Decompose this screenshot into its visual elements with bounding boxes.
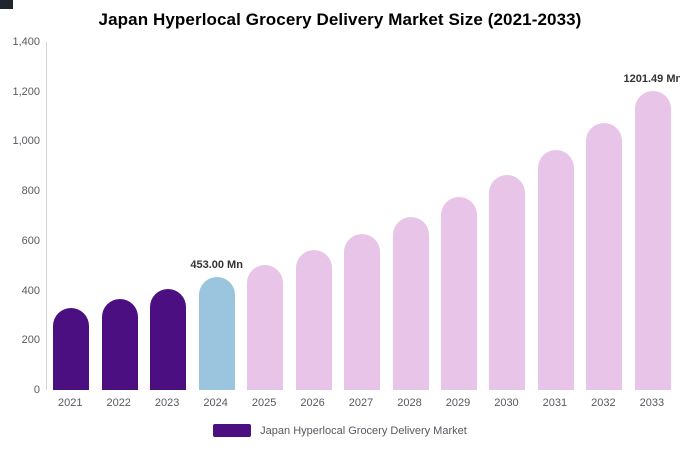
x-tick-label: 2026 (300, 397, 325, 409)
y-tick-label: 200 (21, 334, 40, 347)
bar (537, 150, 574, 390)
bar (101, 298, 138, 390)
bar (440, 196, 477, 390)
x-tick-label: 2021 (57, 397, 83, 409)
y-axis: 0 200 400 600 800 1,000 1,200 1,400 (0, 36, 40, 396)
y-tick-label: 1,000 (12, 135, 40, 148)
bar (198, 277, 235, 390)
bar-slot (386, 42, 434, 390)
y-tick-label: 1,200 (12, 85, 40, 98)
x-axis: 2021 2022 2023 2024 2025 2026 2027 2028 2029 2030… (46, 397, 676, 409)
bar-slot (47, 42, 95, 390)
y-tick-label: 0 (33, 384, 40, 396)
bar-slot: 453.00 Mn (190, 42, 243, 390)
bar (295, 250, 332, 390)
bar (634, 91, 671, 390)
y-tick-label: 800 (21, 185, 40, 198)
bar (586, 123, 623, 390)
bar (150, 288, 187, 390)
bar-slot (289, 42, 337, 390)
bar-slot (95, 42, 143, 390)
chart-title: Japan Hyperlocal Grocery Delivery Market… (98, 10, 582, 29)
bar-slot (338, 42, 386, 390)
bar-slot (580, 42, 628, 390)
x-tick-label: 2031 (542, 397, 568, 409)
bar-slot (241, 42, 289, 390)
bar-value-label: 453.00 Mn (190, 259, 243, 272)
plot-area: 453.00 Mn 1201.49 Mn (46, 42, 680, 390)
x-tick-label: 2032 (591, 397, 616, 409)
bar (489, 175, 526, 390)
x-tick-label: 2025 (251, 397, 277, 409)
bar-slot (532, 42, 580, 390)
bar-slot (483, 42, 531, 390)
bar-slot (435, 42, 483, 390)
bar (247, 264, 284, 390)
bar (392, 216, 429, 390)
legend-swatch (213, 424, 252, 437)
x-tick-label: 2022 (106, 397, 131, 409)
bar-value-label: 1201.49 Mn (623, 73, 680, 86)
bar (344, 234, 381, 390)
x-tick-label: 2023 (154, 397, 180, 409)
x-tick-label: 2027 (348, 397, 374, 409)
corner-artifact (0, 0, 13, 9)
x-tick-label: 2028 (397, 397, 422, 409)
bar-slot (144, 42, 192, 390)
y-tick-label: 600 (21, 234, 40, 247)
x-tick-label: 2029 (445, 397, 471, 409)
legend: Japan Hyperlocal Grocery Delivery Market (0, 424, 680, 437)
y-tick-label: 1,400 (12, 36, 40, 48)
y-tick-label: 400 (21, 284, 40, 297)
x-tick-label: 2030 (494, 397, 519, 409)
bar (53, 307, 90, 390)
x-tick-label: 2033 (639, 397, 665, 409)
x-tick-label: 2024 (203, 397, 228, 409)
bar-slot: 1201.49 Mn (624, 42, 680, 390)
legend-label: Japan Hyperlocal Grocery Delivery Market (260, 424, 467, 437)
